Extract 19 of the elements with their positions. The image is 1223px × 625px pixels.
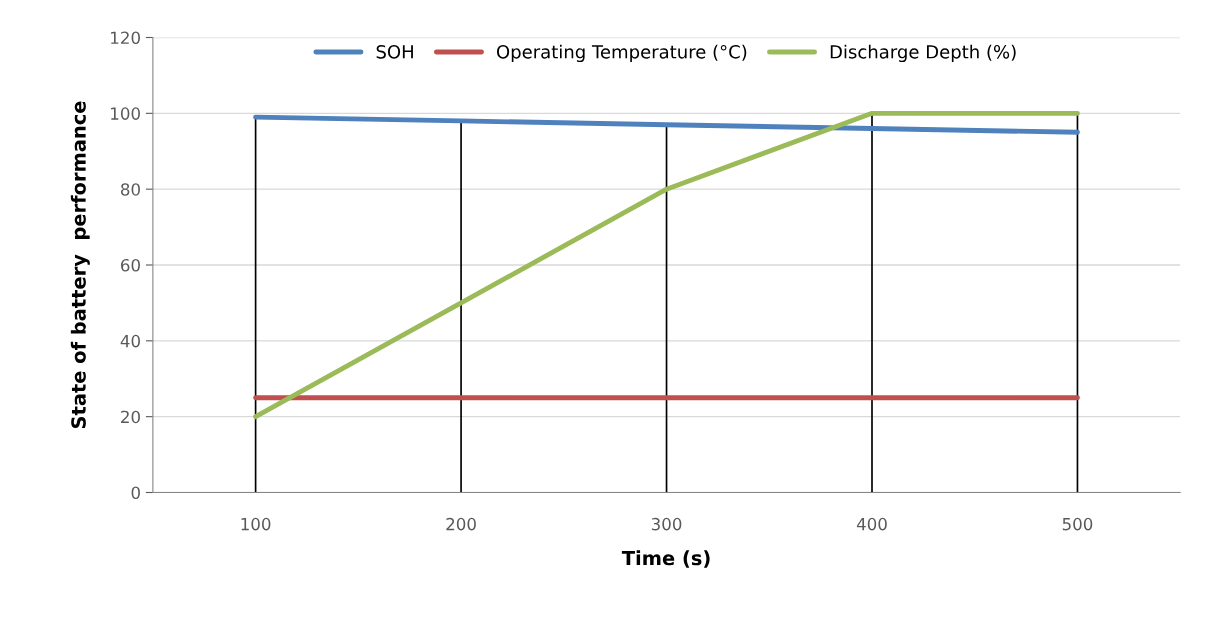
x-tick-label: 300 bbox=[651, 517, 682, 531]
legend-label: SOH bbox=[376, 44, 413, 59]
y-tick-label: 100 bbox=[111, 107, 140, 120]
y-axis-title: State of battery performance bbox=[70, 101, 90, 429]
line-series bbox=[253, 114, 1080, 135]
x-axis-title: Time (s) bbox=[621, 550, 710, 568]
y-tick-label: 120 bbox=[111, 31, 140, 45]
y-tick-label: 20 bbox=[121, 410, 140, 424]
y-tick-label: 60 bbox=[121, 258, 140, 272]
legend-label: Operating Temperature (°C) bbox=[496, 44, 747, 63]
y-tick-label: 80 bbox=[120, 183, 140, 196]
x-tick-label: 100 bbox=[241, 517, 271, 531]
x-tick-label: 500 bbox=[1062, 517, 1093, 531]
legend-label: Discharge Depth (%) bbox=[830, 44, 1016, 63]
x-tick-label: 400 bbox=[856, 517, 887, 531]
y-tick-label: 40 bbox=[120, 334, 140, 348]
x-tick-label: 200 bbox=[446, 517, 476, 531]
line-series bbox=[253, 110, 1080, 420]
y-tick-label: 0 bbox=[131, 486, 140, 500]
